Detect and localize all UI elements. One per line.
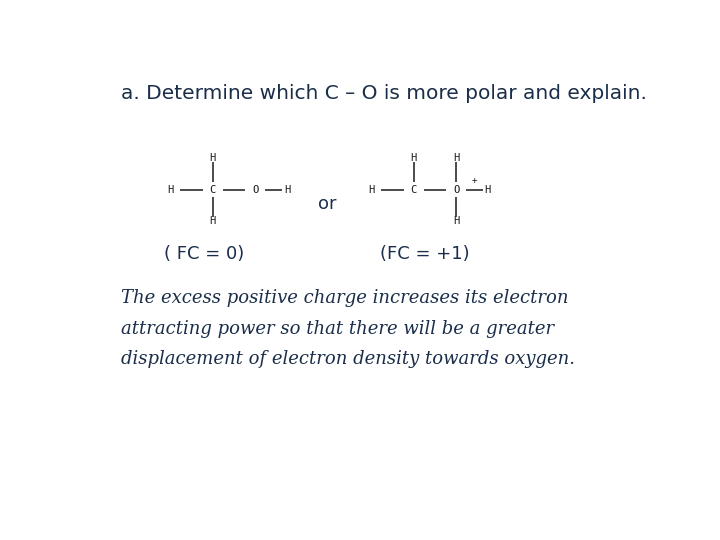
Text: The excess positive charge increases its electron: The excess positive charge increases its… (121, 289, 568, 307)
Text: a. Determine which C – O is more polar and explain.: a. Determine which C – O is more polar a… (121, 84, 647, 103)
Text: H: H (485, 185, 491, 194)
Text: (FC = +1): (FC = +1) (380, 245, 469, 263)
Text: displacement of electron density towards oxygen.: displacement of electron density towards… (121, 350, 575, 368)
Text: +: + (472, 177, 477, 185)
Text: H: H (453, 153, 459, 163)
Text: H: H (210, 216, 216, 226)
Text: H: H (410, 153, 417, 163)
Text: or: or (318, 195, 336, 213)
Text: H: H (284, 185, 290, 194)
Text: H: H (210, 153, 216, 163)
Text: ( FC = 0): ( FC = 0) (164, 245, 245, 263)
Text: H: H (167, 185, 174, 194)
Text: O: O (453, 185, 459, 194)
Text: O: O (252, 185, 258, 194)
Text: attracting power so that there will be a greater: attracting power so that there will be a… (121, 320, 554, 338)
Text: C: C (210, 185, 216, 194)
Text: C: C (410, 185, 417, 194)
Text: H: H (368, 185, 374, 194)
Text: H: H (453, 216, 459, 226)
